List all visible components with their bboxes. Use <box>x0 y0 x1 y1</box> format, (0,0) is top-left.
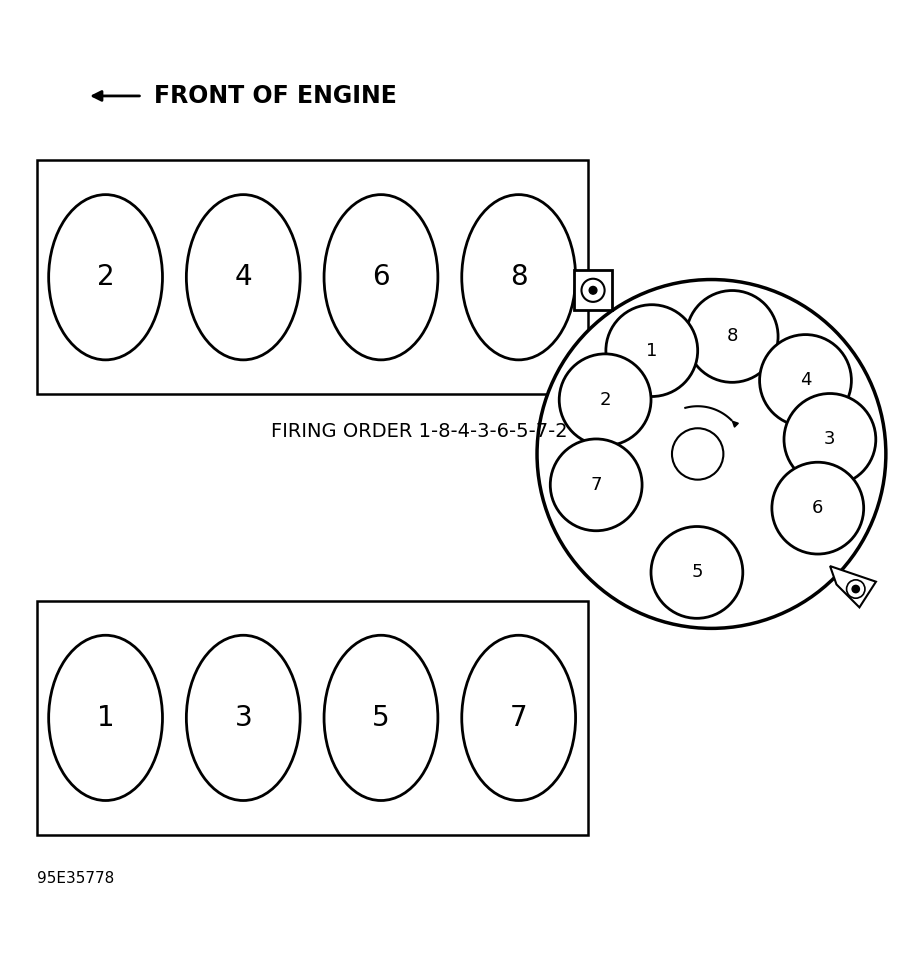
Ellipse shape <box>186 636 300 800</box>
Text: 2: 2 <box>96 263 115 291</box>
Text: 2: 2 <box>599 391 610 408</box>
Text: 3: 3 <box>234 704 252 732</box>
Circle shape <box>672 429 723 480</box>
Text: 95E35778: 95E35778 <box>37 871 114 886</box>
Circle shape <box>846 580 865 598</box>
Text: 1: 1 <box>96 704 115 732</box>
Circle shape <box>550 439 642 531</box>
Ellipse shape <box>324 195 438 360</box>
Circle shape <box>589 286 597 294</box>
Text: 6: 6 <box>372 263 390 291</box>
Text: FRONT OF ENGINE: FRONT OF ENGINE <box>154 84 397 108</box>
Text: 7: 7 <box>509 704 528 732</box>
Text: 1: 1 <box>646 342 657 359</box>
Ellipse shape <box>324 636 438 800</box>
Ellipse shape <box>186 195 300 360</box>
Polygon shape <box>830 566 876 608</box>
Text: FIRING ORDER 1-8-4-3-6-5-7-2: FIRING ORDER 1-8-4-3-6-5-7-2 <box>271 422 567 440</box>
Circle shape <box>581 278 605 301</box>
Circle shape <box>772 462 864 554</box>
Circle shape <box>687 291 778 382</box>
Text: 8: 8 <box>726 327 738 346</box>
Circle shape <box>651 527 743 618</box>
Text: 4: 4 <box>234 263 252 291</box>
Circle shape <box>559 353 651 446</box>
Bar <box>37 601 588 835</box>
Text: 5: 5 <box>372 704 390 732</box>
Text: 5: 5 <box>691 563 702 582</box>
Ellipse shape <box>49 636 162 800</box>
Circle shape <box>606 304 698 397</box>
Text: 7: 7 <box>590 476 602 494</box>
Ellipse shape <box>49 195 162 360</box>
Circle shape <box>537 279 886 629</box>
Ellipse shape <box>462 195 576 360</box>
Bar <box>37 160 588 394</box>
Bar <box>574 270 612 310</box>
Ellipse shape <box>462 636 576 800</box>
Text: 6: 6 <box>812 499 823 517</box>
Text: 4: 4 <box>800 372 812 389</box>
Text: 8: 8 <box>509 263 528 291</box>
Text: 3: 3 <box>824 430 835 449</box>
Circle shape <box>852 586 859 592</box>
Circle shape <box>784 394 876 485</box>
Circle shape <box>759 334 851 427</box>
